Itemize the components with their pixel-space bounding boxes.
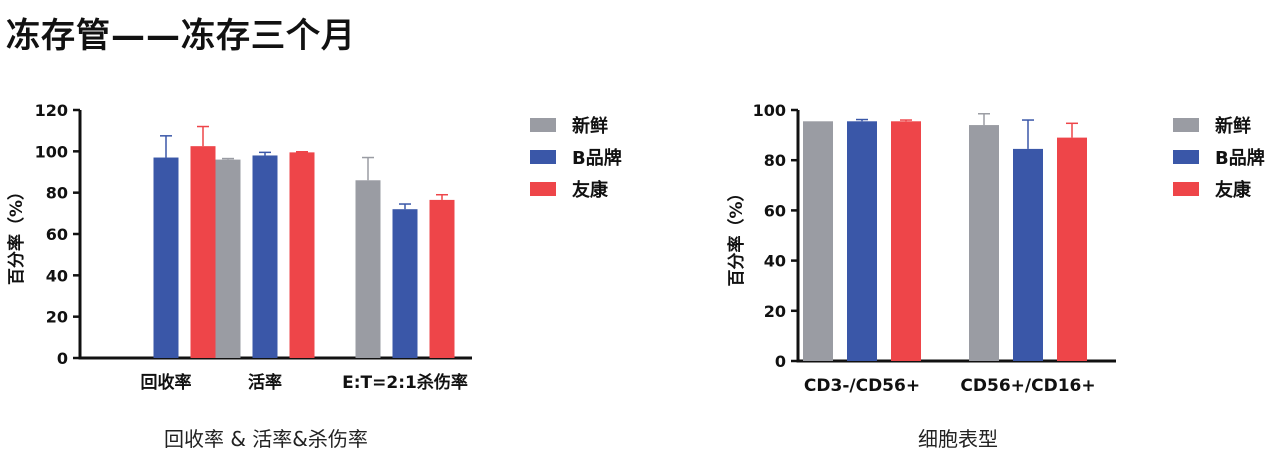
legend-label-B品牌: B品牌 — [572, 147, 622, 169]
y-tick-label: 40 — [764, 252, 786, 271]
legend-label-友康: 友康 — [572, 179, 609, 201]
y-axis-label: 百分率（%） — [726, 184, 747, 286]
y-tick-label: 100 — [753, 101, 786, 120]
page-title: 冻存管——冻存三个月 — [6, 16, 356, 56]
chart-caption-cell-phenotype: 细胞表型 — [918, 427, 998, 451]
x-category-label: 回收率 — [141, 372, 192, 393]
bar-友康-CD56+/CD16+ — [1057, 137, 1087, 361]
y-tick-label: 80 — [764, 151, 786, 170]
bar-B品牌-活率 — [252, 155, 278, 358]
y-tick-label: 0 — [57, 349, 68, 368]
x-category-label: CD3-/CD56+ — [804, 376, 920, 396]
y-tick-label: 80 — [46, 184, 68, 203]
y-tick-label: 40 — [46, 266, 68, 285]
bar-友康-CD3-/CD56+ — [891, 121, 921, 361]
y-tick-label: 20 — [764, 302, 786, 321]
chart-caption-recovery-viability-killing: 回收率 & 活率&杀伤率 — [164, 427, 368, 451]
bar-新鲜-CD56+/CD16+ — [969, 125, 999, 361]
legend-label-新鲜: 新鲜 — [572, 115, 608, 137]
legend-label-友康: 友康 — [1215, 179, 1252, 201]
bar-新鲜-CD3-/CD56+ — [803, 121, 833, 361]
bar-B品牌-E:T=2:1杀伤率 — [392, 209, 418, 358]
chart-recovery-viability-killing: 0 20 40 60 80 100 120 百分率（%） 回收率 活率 E:T=2:1杀伤率 新鲜 B品… — [6, 101, 622, 393]
bar-新鲜-活率 — [215, 159, 241, 358]
y-tick-label: 60 — [46, 225, 68, 244]
bar-友康-E:T=2:1杀伤率 — [429, 199, 455, 358]
y-tick-label: 100 — [35, 142, 68, 161]
bar-B品牌-回收率 — [153, 157, 179, 358]
x-category-label: E:T=2:1杀伤率 — [342, 372, 468, 393]
legend-label-B品牌: B品牌 — [1215, 147, 1265, 169]
y-tick-label: 120 — [35, 101, 68, 120]
legend-swatch-B品牌 — [530, 150, 556, 164]
legend-swatch-新鲜 — [1173, 118, 1199, 132]
legend-label-新鲜: 新鲜 — [1215, 115, 1251, 137]
legend-swatch-友康 — [530, 182, 556, 196]
bar-B品牌-CD56+/CD16+ — [1013, 148, 1043, 361]
y-axis-label: 百分率（%） — [6, 183, 27, 285]
bar-友康-回收率 — [190, 146, 216, 358]
bar-新鲜-E:T=2:1杀伤率 — [355, 180, 381, 358]
legend-swatch-新鲜 — [530, 118, 556, 132]
y-tick-label: 0 — [775, 352, 786, 371]
x-category-label: CD56+/CD16+ — [960, 376, 1095, 396]
x-category-label: 活率 — [248, 372, 282, 393]
bar-B品牌-CD3-/CD56+ — [847, 121, 877, 361]
legend-swatch-友康 — [1173, 182, 1199, 196]
bar-友康-活率 — [289, 152, 315, 358]
chart-cell-phenotype: 0 20 40 60 80 100 百分率（%） CD3-/CD56+ CD56+/CD16+ 新… — [726, 101, 1265, 396]
legend-swatch-B品牌 — [1173, 150, 1199, 164]
y-tick-label: 60 — [764, 201, 786, 220]
y-tick-label: 20 — [46, 308, 68, 327]
